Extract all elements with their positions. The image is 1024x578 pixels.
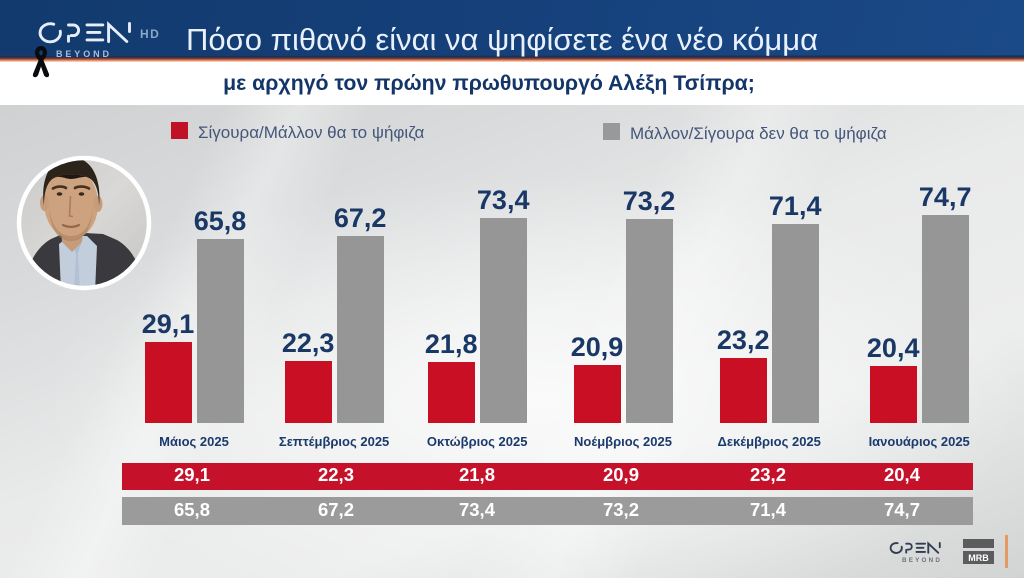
svg-text:MRB: MRB <box>968 553 989 563</box>
